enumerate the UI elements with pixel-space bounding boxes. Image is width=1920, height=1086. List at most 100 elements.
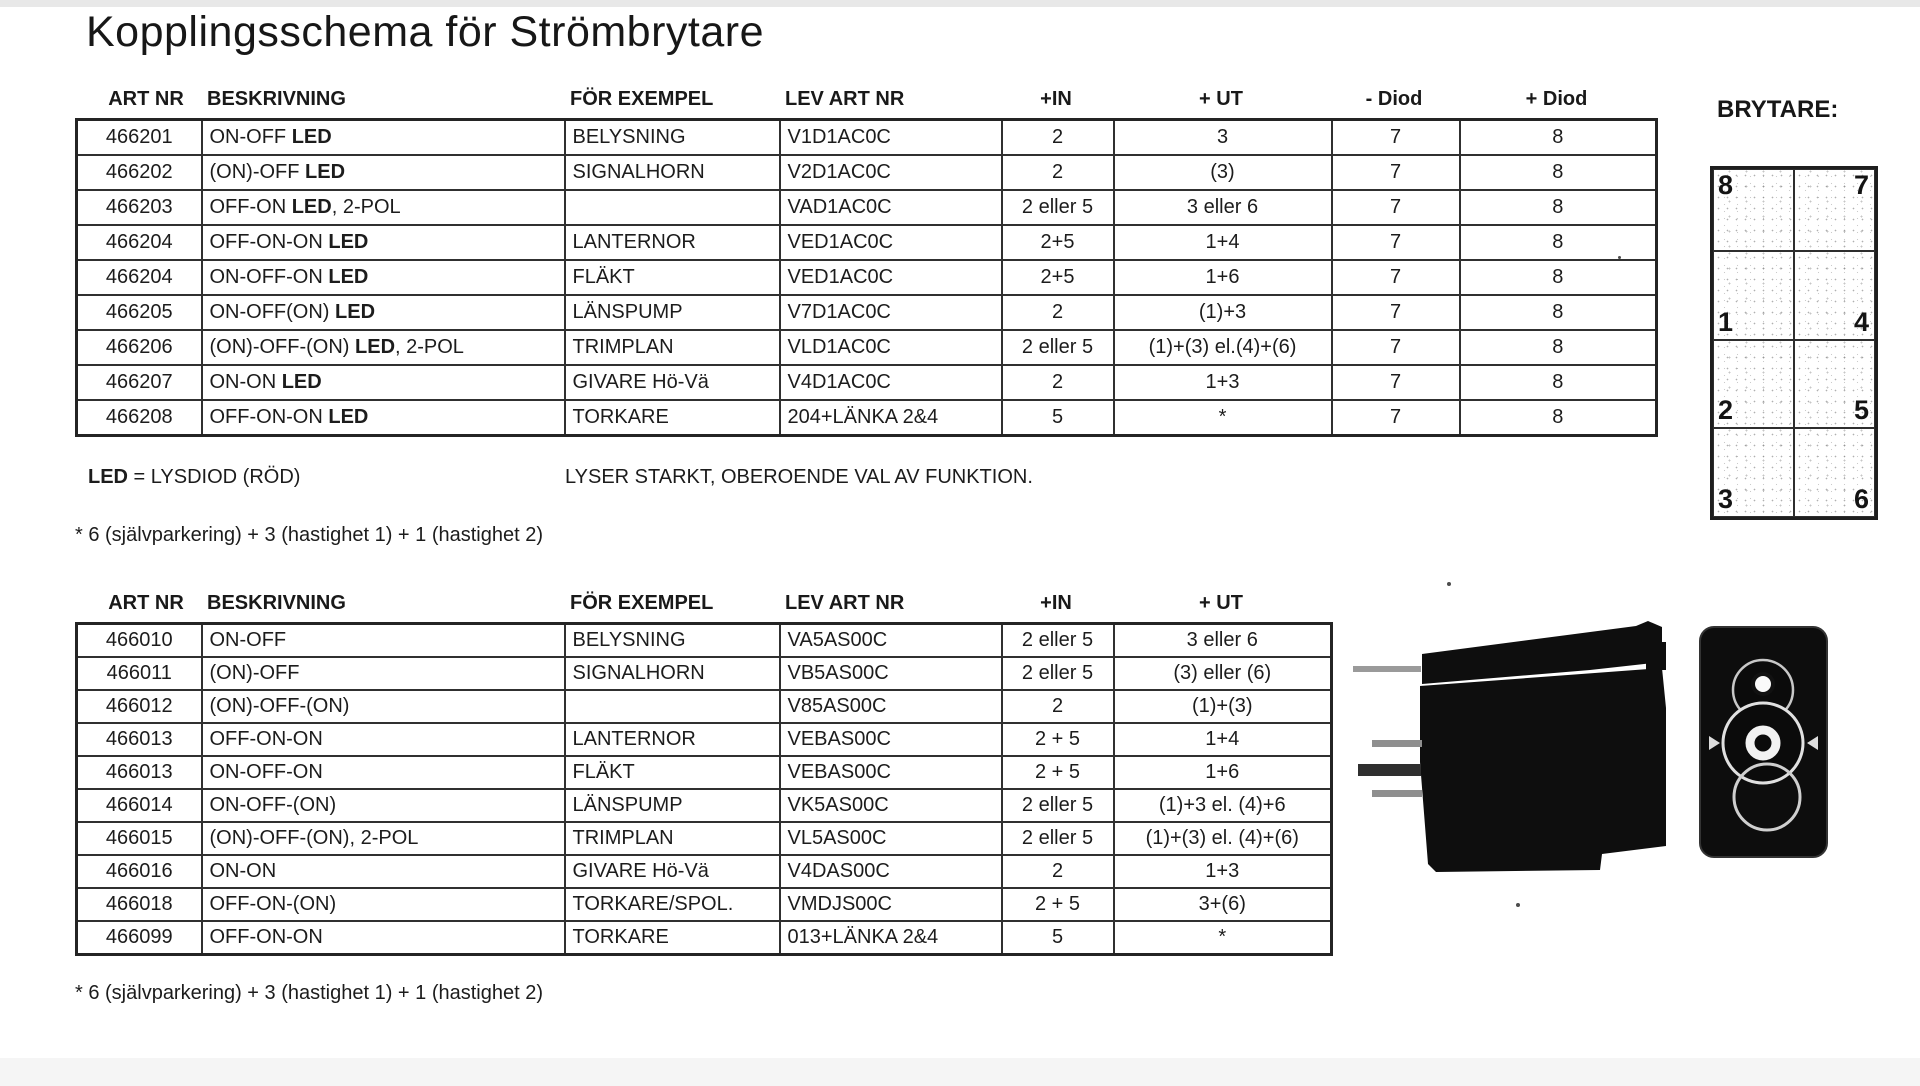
wiper-footnote-2: * 6 (självparkering) + 3 (hastighet 1) +… (75, 982, 544, 1004)
column-header: BESKRIVNING (207, 88, 346, 110)
led-behavior-note: LYSER STARKT, OBEROENDE VAL AV FUNKTION. (565, 466, 1033, 488)
table-row: 466018 OFF-ON-(ON) TORKARE/SPOL. VMDJS00C 2 … (75, 887, 1333, 922)
table-cell: 013+LÄNKA 2&4 (778, 920, 1003, 956)
switch-table-led: 466201 ON-OFF LED BELYSNING V1D1AC0C 2 3 7 8 466… (75, 118, 1658, 437)
table-cell: 2 (1000, 854, 1115, 889)
table-cell: OFF-ON LED, 2-POL (200, 189, 566, 226)
table-cell: V4DAS00C (778, 854, 1003, 889)
table-cell: ON-OFF-ON (200, 755, 566, 790)
table-cell: SIGNALHORN (563, 656, 781, 691)
table-cell (563, 189, 781, 226)
table-cell: V4D1AC0C (778, 364, 1003, 401)
scan-edge-top (0, 0, 1920, 7)
wiper-footnote-1: * 6 (självparkering) + 3 (hastighet 1) +… (75, 524, 544, 546)
table-cell: FLÄKT (563, 755, 781, 790)
table-cell: 3+(6) (1112, 887, 1333, 922)
table-cell: (1)+3 (1112, 294, 1333, 331)
table-cell: 466018 (75, 887, 203, 922)
table-cell: 466016 (75, 854, 203, 889)
table-row: 466205 ON-OFF(ON) LED LÄNSPUMP V7D1AC0C 2 (1)… (75, 294, 1658, 331)
table-cell: 2 (1000, 689, 1115, 724)
table-cell: 466014 (75, 788, 203, 823)
table-cell: 2 + 5 (1000, 755, 1115, 790)
table-cell: 466013 (75, 755, 203, 790)
table-cell: 2 (1000, 294, 1115, 331)
table1-header-row: ART NR BESKRIVNING FÖR EXEMPEL LEV ART NR +I… (75, 88, 1655, 111)
table-cell: 8 (1458, 294, 1658, 331)
table-row: 466204 ON-OFF-ON LED FLÄKT VED1AC0C 2+5 1+6 7 8 (75, 259, 1658, 296)
table-cell: 8 (1458, 364, 1658, 401)
table-cell: LÄNSPUMP (563, 788, 781, 823)
column-header: LEV ART NR (785, 88, 905, 110)
table-cell: 466204 (75, 259, 203, 296)
table-cell: 8 (1458, 224, 1658, 261)
table-cell: OFF-ON-ON LED (200, 399, 566, 437)
rocker-switch-front-view-image (1699, 626, 1828, 858)
brytare-cell: 2 (1713, 339, 1794, 429)
brytare-cell: 6 (1794, 428, 1875, 517)
brytare-cell: 4 (1794, 251, 1875, 340)
table-row: 466204 OFF-ON-ON LED LANTERNOR VED1AC0C 2+5 1… (75, 224, 1658, 261)
column-header: + UT (1199, 88, 1243, 110)
table-cell: LANTERNOR (563, 722, 781, 757)
brytare-cell: 5 (1794, 339, 1875, 429)
table-cell: 1+6 (1112, 259, 1333, 296)
table-cell: 2 eller 5 (1000, 788, 1115, 823)
table-cell: VK5AS00C (778, 788, 1003, 823)
terminal-number: 5 (1853, 395, 1869, 426)
terminal-number: 4 (1853, 306, 1869, 337)
table-cell: 7 (1330, 118, 1461, 156)
table-cell: 7 (1330, 364, 1461, 401)
table-cell: TORKARE (563, 920, 781, 956)
table-cell: LÄNSPUMP (563, 294, 781, 331)
table-cell: 466013 (75, 722, 203, 757)
table-cell: V7D1AC0C (778, 294, 1003, 331)
table-cell: 1+4 (1112, 224, 1333, 261)
table-cell: 466204 (75, 224, 203, 261)
table-cell: VA5AS00C (778, 622, 1003, 658)
column-header: ART NR (108, 88, 184, 110)
table-cell: 7 (1330, 154, 1461, 191)
table-cell: VB5AS00C (778, 656, 1003, 691)
table-cell: V85AS00C (778, 689, 1003, 724)
table-cell: 2 (1000, 118, 1115, 156)
table-cell: ON-OFF-ON LED (200, 259, 566, 296)
table-cell: 7 (1330, 224, 1461, 261)
table-cell: VEBAS00C (778, 722, 1003, 757)
scan-speck (1516, 903, 1520, 907)
table-row: 466015 (ON)-OFF-(ON), 2-POL TRIMPLAN VL5AS0… (75, 821, 1333, 856)
table-cell: VED1AC0C (778, 259, 1003, 296)
table-cell: OFF-ON-(ON) (200, 887, 566, 922)
table-cell: 8 (1458, 118, 1658, 156)
table-cell: GIVARE Hö-Vä (563, 364, 781, 401)
table-cell: (1)+(3) (1112, 689, 1333, 724)
table-cell: 204+LÄNKA 2&4 (778, 399, 1003, 437)
table-cell: 2 (1000, 364, 1115, 401)
terminal-number: 3 (1718, 483, 1734, 514)
table-row: 466012 (ON)-OFF-(ON) V85AS00C 2 (1)+(3) (75, 689, 1333, 724)
column-header: FÖR EXEMPEL (570, 592, 714, 614)
column-header: + Diod (1525, 88, 1588, 110)
table-cell: 7 (1330, 189, 1461, 226)
table-cell: 466012 (75, 689, 203, 724)
table-cell: ON-OFF (200, 622, 566, 658)
table-cell: 7 (1330, 399, 1461, 437)
table-cell: 466201 (75, 118, 203, 156)
table-cell: 466202 (75, 154, 203, 191)
brytare-cell: 1 (1713, 251, 1794, 340)
column-header: FÖR EXEMPEL (570, 88, 714, 110)
table-cell: ON-OFF-(ON) (200, 788, 566, 823)
terminal-number: 8 (1718, 170, 1734, 200)
rocker-switch-side-view-image (1353, 621, 1666, 872)
table-cell: 7 (1330, 259, 1461, 296)
table-cell: 466011 (75, 656, 203, 691)
terminal-number: 1 (1718, 306, 1734, 337)
column-header: LEV ART NR (785, 592, 905, 614)
table-cell: BELYSNING (563, 622, 781, 658)
table-cell: 8 (1458, 154, 1658, 191)
brytare-cell: 8 (1713, 169, 1794, 251)
table-cell: 2 (1000, 154, 1115, 191)
table-cell: OFF-ON-ON (200, 722, 566, 757)
table-cell: 5 (1000, 920, 1115, 956)
